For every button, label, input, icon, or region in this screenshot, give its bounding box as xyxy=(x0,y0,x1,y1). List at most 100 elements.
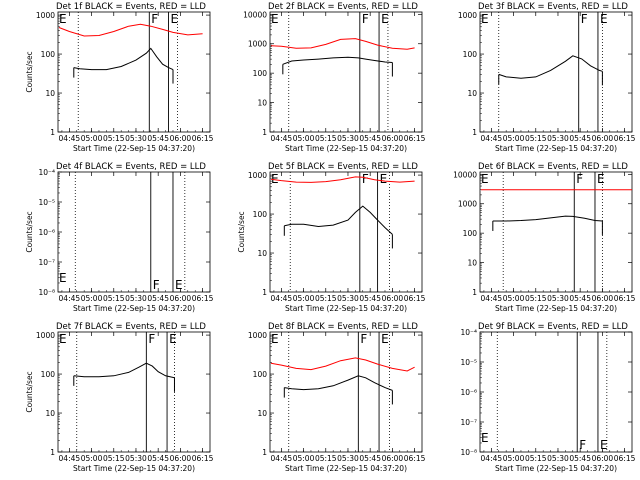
x-tick-label: 06:00 xyxy=(382,134,404,143)
events-series-line xyxy=(492,215,603,222)
x-tick-label: 06:00 xyxy=(382,454,404,463)
y-tick-label: 10000 xyxy=(453,170,477,179)
x-tick-label: 06:00 xyxy=(170,294,192,303)
x-axis-label: Start Time (22-Sep-15 04:37:20) xyxy=(285,304,407,313)
x-tick-label: 06:00 xyxy=(170,454,192,463)
marker-label-F: F xyxy=(148,332,155,346)
y-tick-label: 10000 xyxy=(243,10,267,19)
marker-label-F: F xyxy=(362,12,369,26)
x-tick-label: 05:45 xyxy=(569,134,591,143)
y-tick-label: 1000 xyxy=(458,11,477,20)
x-tick-label: 05:45 xyxy=(569,454,591,463)
events-series-line xyxy=(73,362,175,379)
marker-label-E-start: E xyxy=(59,332,67,346)
x-tick-label: 06:15 xyxy=(614,294,636,303)
x-tick-label: 04:45 xyxy=(481,294,503,303)
marker-label-F: F xyxy=(151,12,158,26)
events-series-line xyxy=(282,56,393,65)
y-tick-label: 100 xyxy=(41,50,56,59)
x-tick-label: 05:45 xyxy=(147,294,169,303)
y-axis-label: Counts/sec xyxy=(237,211,246,252)
marker-label-E-start: E xyxy=(481,12,489,26)
x-tick-label: 05:30 xyxy=(125,294,147,303)
marker-label-F: F xyxy=(362,172,369,186)
x-axis-label: Start Time (22-Sep-15 04:37:20) xyxy=(73,304,195,313)
x-tick-label: 05:30 xyxy=(125,134,147,143)
x-axis-label: Start Time (22-Sep-15 04:37:20) xyxy=(73,144,195,153)
x-tick-label: 06:15 xyxy=(404,454,426,463)
y-tick-label: 10⁻⁵ xyxy=(38,198,55,207)
x-tick-label: 05:45 xyxy=(359,294,381,303)
x-tick-label: 05:30 xyxy=(547,454,569,463)
x-tick-label: 05:30 xyxy=(337,294,359,303)
panel-title: Det 8f BLACK = Events, RED = LLD xyxy=(268,322,418,332)
x-tick-label: 06:00 xyxy=(382,294,404,303)
x-tick-label: 06:15 xyxy=(404,294,426,303)
x-axis-label: Start Time (22-Sep-15 04:37:20) xyxy=(73,464,195,473)
x-axis-label: Start Time (22-Sep-15 04:37:20) xyxy=(495,304,617,313)
x-tick-label: 05:00 xyxy=(81,454,103,463)
x-tick-label: 05:45 xyxy=(359,454,381,463)
plot-frame xyxy=(479,331,633,453)
panel-title: Det 2f BLACK = Events, RED = LLD xyxy=(268,2,418,12)
y-tick-label: 1000 xyxy=(36,11,55,20)
lld-series-line xyxy=(270,176,415,183)
panel-det-1: Det 1f BLACK = Events, RED = LLD 04:45 05:… xyxy=(25,2,214,153)
y-tick-label: 1000 xyxy=(458,200,477,209)
y-tick-label: 10⁻⁴ xyxy=(38,168,55,177)
x-tick-label: 04:45 xyxy=(271,294,293,303)
marker-label-E: E xyxy=(380,172,388,186)
x-axis-label: Start Time (22-Sep-15 04:37:20) xyxy=(285,464,407,473)
x-tick-label: 05:15 xyxy=(315,134,337,143)
marker-label-F: F xyxy=(153,278,160,292)
y-tick-label: 10⁻⁸ xyxy=(38,288,55,297)
x-tick-label: 06:00 xyxy=(170,134,192,143)
marker-label-F: F xyxy=(576,172,583,186)
x-tick-label: 05:45 xyxy=(147,454,169,463)
x-axis-label: Start Time (22-Sep-15 04:37:20) xyxy=(495,464,617,473)
marker-label-E-start: E xyxy=(481,172,489,186)
panel-title: Det 1f BLACK = Events, RED = LLD xyxy=(56,2,206,12)
x-tick-label: 05:15 xyxy=(315,294,337,303)
marker-label-F: F xyxy=(579,438,586,452)
x-tick-label: 05:30 xyxy=(337,134,359,143)
plot-frame xyxy=(269,331,423,453)
x-tick-label: 06:00 xyxy=(592,134,614,143)
panel-det-9: Det 9f BLACK = Events, RED = LLD 04:45 05:… xyxy=(460,322,635,473)
x-tick-label: 06:15 xyxy=(192,134,214,143)
marker-label-E: E xyxy=(175,278,183,292)
y-tick-label: 10⁻⁶ xyxy=(38,228,55,237)
x-tick-label: 04:45 xyxy=(481,454,503,463)
plot-frame xyxy=(269,11,423,133)
x-tick-label: 05:00 xyxy=(293,294,315,303)
y-tick-label: 10 xyxy=(467,89,477,98)
x-tick-label: 05:15 xyxy=(315,454,337,463)
marker-label-E-start: E xyxy=(59,271,67,285)
marker-label-E-start: E xyxy=(271,12,279,26)
y-tick-label: 1000 xyxy=(248,331,267,340)
y-tick-label: 10⁻⁷ xyxy=(460,418,477,427)
x-tick-label: 04:45 xyxy=(59,294,81,303)
y-tick-label: 10⁻⁴ xyxy=(460,328,477,337)
y-tick-label: 1 xyxy=(50,448,55,457)
panel-title: Det 9f BLACK = Events, RED = LLD xyxy=(478,322,628,332)
x-tick-label: 05:15 xyxy=(103,294,125,303)
x-axis-label: Start Time (22-Sep-15 04:37:20) xyxy=(285,144,407,153)
plot-frame xyxy=(57,11,211,133)
x-tick-label: 05:45 xyxy=(359,134,381,143)
panel-title: Det 5f BLACK = Events, RED = LLD xyxy=(268,162,418,172)
y-axis-label: Counts/sec xyxy=(25,211,34,252)
y-tick-label: 1000 xyxy=(248,171,267,180)
plot-frame xyxy=(57,171,211,293)
x-tick-label: 05:15 xyxy=(103,134,125,143)
x-tick-label: 05:00 xyxy=(293,134,315,143)
y-tick-label: 10 xyxy=(467,259,477,268)
x-tick-label: 04:45 xyxy=(59,134,81,143)
